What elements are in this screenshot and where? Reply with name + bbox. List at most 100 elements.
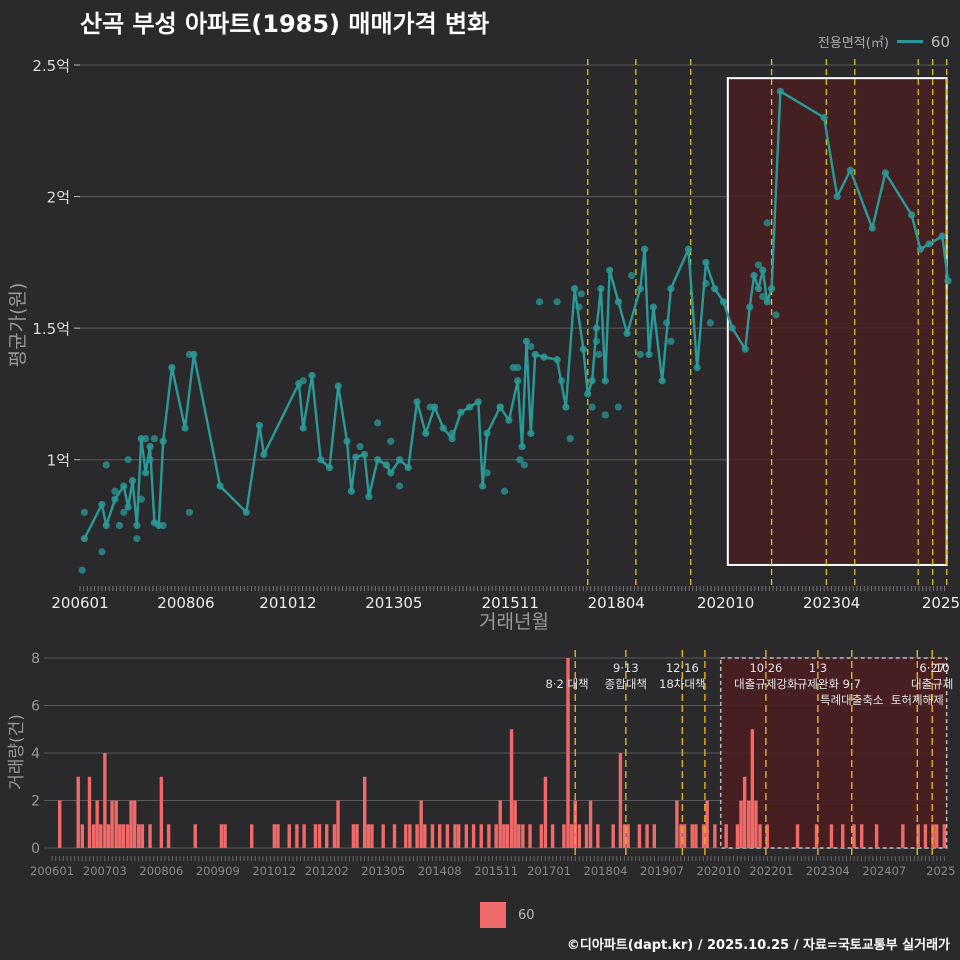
scatter-point — [98, 548, 106, 556]
volume-bar — [573, 800, 577, 848]
data-point — [754, 285, 763, 293]
volume-bar — [362, 776, 367, 848]
data-point — [128, 477, 137, 485]
scatter-point — [374, 419, 382, 427]
volume-bar — [675, 800, 679, 848]
volume-bar — [637, 824, 642, 848]
bar-y-tick-label: 0 — [31, 841, 40, 857]
data-point — [702, 258, 710, 266]
scatter-point — [514, 364, 522, 372]
data-point — [80, 535, 88, 543]
bar-x-tick-label: 201202 — [305, 864, 349, 878]
data-point — [404, 463, 412, 472]
data-point — [592, 324, 601, 332]
volume-bar — [494, 824, 498, 848]
bar-y-tick-label: 8 — [31, 651, 40, 667]
data-point — [387, 469, 395, 477]
volume-bar — [679, 824, 683, 848]
volume-bar — [701, 824, 706, 848]
scatter-point — [500, 487, 509, 495]
bar-x-tick-label: 202010 — [697, 864, 741, 878]
bar-x-tick-label: 201305 — [361, 864, 405, 878]
volume-bar — [841, 824, 845, 848]
volume-bar — [456, 824, 461, 848]
data-point — [439, 424, 447, 432]
data-point — [667, 285, 675, 293]
bar-y-axis-label: 거래량(건) — [7, 714, 27, 790]
data-point — [944, 277, 952, 285]
data-point — [181, 424, 189, 432]
volume-bar — [302, 824, 306, 848]
volume-bar — [419, 800, 423, 848]
volume-bar — [404, 824, 408, 848]
data-point — [584, 390, 592, 398]
data-point — [623, 329, 631, 337]
legend-label: 60 — [930, 32, 950, 51]
data-point — [299, 424, 307, 432]
data-point — [746, 303, 754, 311]
data-point — [518, 442, 526, 451]
volume-bar — [611, 824, 615, 848]
volume-bar — [690, 824, 694, 848]
data-point — [588, 377, 596, 385]
bar-x-tick-label: 201511 — [474, 864, 518, 878]
scatter-point — [553, 298, 561, 306]
volume-bar — [901, 824, 905, 848]
data-point — [846, 166, 854, 174]
scatter-point — [636, 350, 644, 359]
volume-bar — [223, 824, 227, 848]
data-point — [750, 271, 758, 280]
bar-x-tick-label: 201012 — [252, 864, 296, 878]
policy-annotation: 1·3 — [809, 661, 827, 675]
data-point — [728, 324, 736, 332]
volume-bar — [588, 800, 593, 848]
volume-bar — [87, 776, 92, 848]
y-tick-label: 2억 — [47, 189, 70, 207]
volume-bar — [528, 824, 532, 848]
data-point — [562, 403, 570, 411]
data-point — [606, 266, 614, 274]
bar-x-tick-label: 202304 — [806, 864, 850, 878]
volume-bar — [166, 824, 171, 848]
volume-bar — [577, 824, 581, 848]
volume-bar — [317, 824, 322, 848]
volume-bar — [713, 824, 717, 848]
footer-credit: ©디아파트(dapt.kr) / 2025.10.25 / 자료=국토교통부 실… — [566, 938, 950, 953]
data-point — [684, 245, 693, 253]
x-tick-label: 2025 — [922, 594, 960, 612]
scatter-point — [115, 521, 123, 530]
volume-bar — [566, 658, 570, 848]
volume-bar — [618, 753, 623, 848]
volume-bar — [498, 800, 502, 848]
data-point — [242, 508, 250, 516]
volume-bar — [332, 824, 337, 848]
scatter-point — [111, 487, 119, 495]
policy-annotation: 9·13 — [613, 661, 639, 675]
legend-line-swatch — [896, 40, 923, 43]
data-point — [474, 398, 482, 406]
scatter-point — [627, 271, 636, 280]
scatter-point — [299, 377, 307, 385]
scatter-point — [78, 566, 86, 574]
data-point — [571, 285, 579, 293]
data-point — [614, 298, 622, 306]
scatter-point — [142, 435, 150, 443]
x-tick-label: 201305 — [365, 594, 422, 612]
volume-bar — [471, 824, 476, 848]
data-point — [719, 298, 728, 306]
y-tick-label: 1억 — [47, 452, 70, 470]
data-point — [260, 450, 268, 459]
volume-bar — [80, 824, 84, 848]
volume-bar — [114, 800, 118, 848]
x-tick-label: 200806 — [157, 594, 214, 612]
data-point — [693, 364, 701, 372]
scatter-point — [133, 535, 141, 543]
volume-bar — [121, 824, 126, 848]
scatter-point — [754, 261, 763, 269]
scatter-point — [426, 403, 434, 411]
policy-annotation: 특례대출축소 — [820, 693, 883, 707]
bar-x-tick-label: 201804 — [584, 864, 628, 878]
volume-bar — [430, 824, 435, 848]
volume-bar — [408, 824, 412, 848]
